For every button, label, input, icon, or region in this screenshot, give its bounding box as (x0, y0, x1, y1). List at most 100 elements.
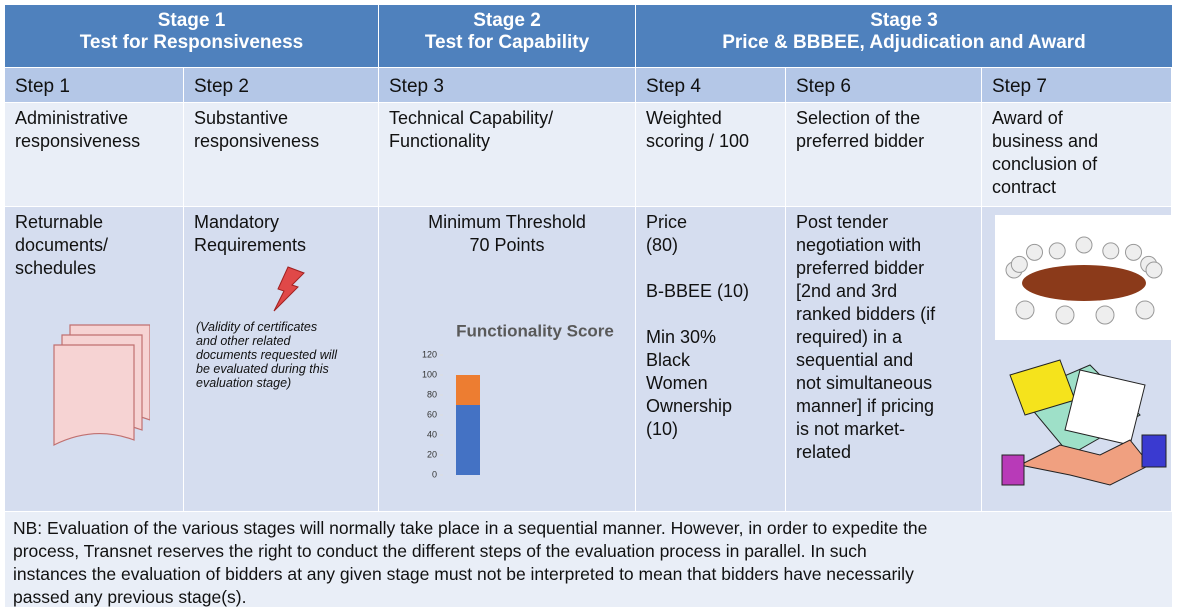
person (1102, 242, 1120, 260)
step-label: Step 3 (389, 76, 444, 97)
y-tick-label: 80 (427, 389, 437, 399)
text-line: Minimum Threshold (428, 212, 586, 232)
y-tick-label: 100 (422, 369, 437, 379)
step-label: Step 6 (796, 76, 851, 97)
stage-title: Price & BBBEE, Adjudication and Award (722, 32, 1086, 53)
text-line: Returnable (15, 212, 104, 232)
description-cell: Award of business and conclusion of contrac… (982, 103, 1171, 206)
detail-cell: Post tender negotiation with preferred bid… (786, 207, 981, 511)
text-line: (10) (646, 419, 679, 439)
text-line: negotiation with (796, 235, 922, 255)
text-line: passed any previous stage(s). (13, 587, 247, 607)
detail-cell: Minimum Threshold 70 Points (379, 207, 635, 511)
detail-cell: Mandatory Requirements (Validity of certif… (184, 207, 378, 511)
detail-cell: Returnable documents/schedules (5, 207, 183, 511)
mini-chart: Functionality Score 0 20 40 60 80 100 120 (422, 321, 614, 479)
text-line: Min 30% (646, 327, 717, 347)
text-line: Selection of the (796, 108, 921, 128)
stage-header: Stage 2 Test for Capability (379, 5, 635, 67)
person (1026, 243, 1044, 261)
bolt (273, 266, 305, 312)
text-line: ranked bidders (if (796, 304, 936, 324)
text-line: preferred bidder (796, 131, 925, 151)
step-label: Step 2 (194, 76, 249, 97)
sleeve (1001, 454, 1025, 486)
text-line: Post tender (796, 212, 889, 232)
person (1015, 300, 1035, 320)
person (1048, 242, 1066, 260)
text-line: Functionality (389, 131, 491, 151)
text-line: (80) (646, 235, 679, 255)
stage-name: Stage 2 (473, 10, 541, 31)
stage-title: Test for Capability (424, 32, 590, 53)
text-line: Price (646, 212, 688, 232)
text-line: preferred bidder (796, 258, 925, 278)
step-cell: Step 7 (982, 68, 1171, 102)
bar-segment (456, 375, 480, 405)
text-line: B-BBEE (10) (646, 281, 750, 301)
text-line: (Validity of certificates (196, 320, 318, 334)
text-line: contract (992, 177, 1057, 197)
text-line: and other related (196, 334, 291, 348)
table (1022, 265, 1146, 301)
sleeve (1141, 434, 1167, 468)
text-line: documents/ (15, 235, 109, 255)
lightning-icon (273, 266, 305, 312)
step-label: Step 1 (15, 76, 70, 97)
text-line: related (796, 442, 852, 462)
person (1075, 236, 1093, 254)
y-tick-label: 40 (427, 429, 437, 439)
text-line: 70 Points (469, 235, 545, 255)
person (1095, 305, 1115, 325)
hands (1018, 439, 1151, 486)
group: Price (80) (646, 211, 775, 257)
text-line: Black (646, 350, 691, 370)
validity-note: (Validity of certificates and other relat… (196, 320, 337, 390)
text-line: Award of (992, 108, 1063, 128)
text-line: evaluation stage) (196, 376, 292, 390)
meeting-image (995, 215, 1173, 340)
person (1010, 255, 1028, 273)
stage-header-bg: Stage 1 Test for Responsiveness (5, 5, 378, 67)
text-line: Ownership (646, 396, 733, 416)
text-line: manner] if pricing (796, 396, 935, 416)
description-cell: Selection of the preferred bidder (786, 103, 981, 206)
stage-name: Stage 3 (870, 10, 938, 31)
description-cell: Technical Capability/Functionality (379, 103, 635, 206)
description-cell: Weighted scoring / 100 (636, 103, 785, 206)
text-line: responsiveness (15, 131, 141, 151)
text-line: Administrative (15, 108, 129, 128)
description-cell: Administrative responsiveness (5, 103, 183, 206)
step-cell: Step 3 (379, 68, 635, 102)
contract-image (1001, 359, 1167, 486)
step-label: Step 7 (992, 76, 1047, 97)
group: Min 30% Black Women Ownership (10) (646, 326, 775, 441)
description-cell: Substantive responsiveness (184, 103, 378, 206)
y-tick-label: 60 (427, 409, 437, 419)
step-cell: Step 6 (786, 68, 981, 102)
chart-title: Functionality Score (456, 321, 614, 340)
text-line: Requirements (194, 235, 307, 255)
text-line: responsiveness (194, 131, 320, 151)
group: B-BBEE (10) (646, 280, 775, 303)
note-cell: NB: Evaluation of the various stages wil… (5, 512, 1172, 607)
y-tick-label: 0 (432, 469, 437, 479)
text-line: conclusion of (992, 154, 1098, 174)
detail-cell: Price (80) B-BBEE (10) Min 30% Black Women Own… (636, 207, 785, 511)
text-line: documents requested will (196, 348, 338, 362)
document-icon (53, 324, 150, 446)
page (53, 344, 135, 446)
text-line: Mandatory (194, 212, 280, 232)
step-cell: Step 1 (5, 68, 183, 102)
text-line: be evaluated during this (196, 362, 329, 376)
stage-name: Stage 1 (157, 10, 226, 31)
y-tick-label: 120 (422, 349, 437, 359)
text-line: scoring / 100 (646, 131, 750, 151)
person (1135, 300, 1155, 320)
text-line: not simultaneous (796, 373, 933, 393)
text-line: NB: Evaluation of the various stages wil… (13, 518, 928, 538)
person (1055, 305, 1075, 325)
stage-title: Test for Responsiveness (79, 32, 304, 53)
